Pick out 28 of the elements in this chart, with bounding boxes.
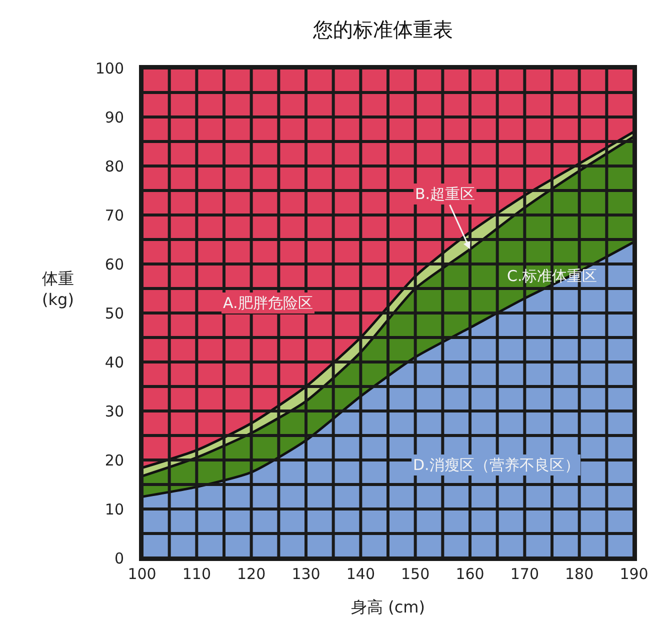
y-tick-label: 90 — [104, 108, 124, 126]
annotation: D.消瘦区（营养不良区） — [413, 456, 580, 474]
x-tick-label: 170 — [510, 565, 539, 583]
x-tick-label: 150 — [401, 565, 430, 583]
y-axis-title: 体重 (kg) — [42, 269, 74, 309]
y-tick-label: 100 — [95, 59, 124, 78]
y-tick-label: 30 — [104, 402, 124, 420]
x-tick-label: 190 — [620, 565, 648, 583]
x-tick-label: 180 — [565, 565, 594, 583]
x-tick-label: 140 — [346, 565, 375, 583]
x-tick-label: 120 — [237, 565, 266, 583]
y-tick-label: 10 — [104, 500, 124, 518]
x-tick-label: 160 — [456, 565, 484, 583]
x-axis-title: 身高 (cm) — [351, 598, 425, 617]
x-tick-label: 130 — [292, 565, 320, 583]
annotation: A.肥胖危险区 — [223, 294, 313, 312]
y-tick-label: 0 — [114, 549, 124, 568]
x-tick-label: 100 — [128, 565, 156, 583]
chart-title: 您的标准体重表 — [312, 18, 453, 42]
y-tick-label: 20 — [104, 451, 124, 470]
x-tick-label: 110 — [182, 565, 211, 583]
y-tick-label: 70 — [104, 206, 124, 224]
y-tick-label: 40 — [104, 353, 124, 372]
y-tick-label: 50 — [104, 304, 124, 322]
annotation: B.超重区 — [415, 185, 476, 203]
y-tick-label: 60 — [104, 255, 124, 274]
y-tick-label: 80 — [104, 157, 124, 176]
annotation: C.标准体重区 — [507, 267, 598, 285]
